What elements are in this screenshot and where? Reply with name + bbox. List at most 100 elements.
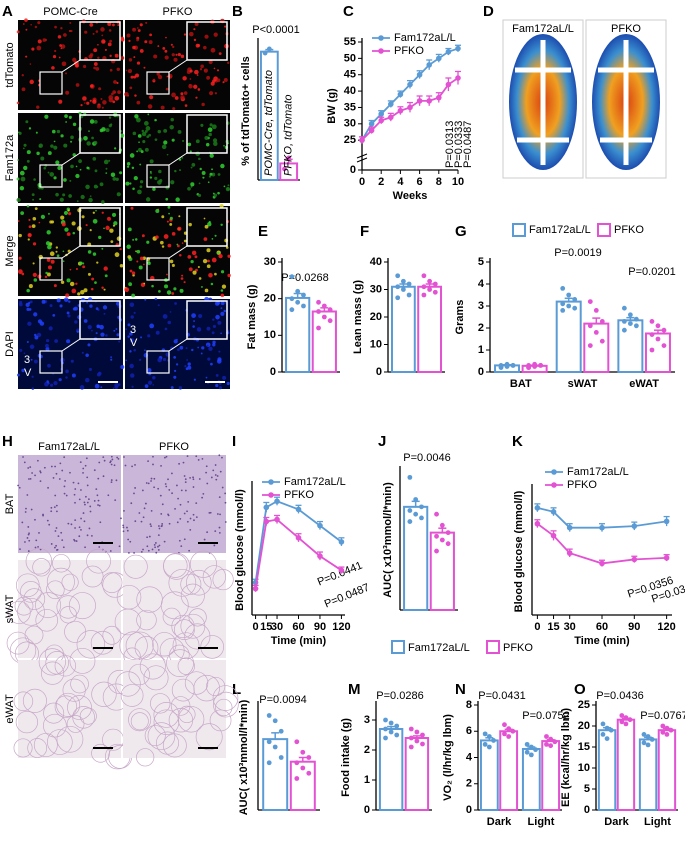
cell-dot (80, 104, 83, 107)
data-point (416, 98, 423, 104)
nucleus (159, 494, 162, 497)
data-point (534, 520, 541, 527)
cell-dot (188, 222, 192, 227)
cell-dot (105, 167, 108, 170)
nucleus (63, 456, 66, 459)
cell-dot (101, 200, 105, 204)
cell-dot (178, 386, 183, 390)
nucleus (48, 523, 51, 526)
cell-dot (56, 254, 60, 258)
adipocyte (162, 607, 181, 626)
cell-dot (162, 314, 168, 319)
cell-dot (59, 304, 63, 308)
cell-dot (173, 57, 178, 62)
y-tick-label: 3 (364, 714, 370, 726)
cell-dot (209, 91, 214, 96)
nucleus (189, 528, 192, 531)
nucleus (176, 484, 178, 487)
nucleus (28, 478, 30, 480)
bar (616, 718, 636, 812)
cell-dot (212, 324, 216, 328)
y-tick-label: 0 (584, 804, 590, 816)
cell-dot (223, 144, 225, 147)
data-point (533, 747, 538, 753)
cell-dot (62, 250, 65, 253)
legend-marker (551, 469, 557, 475)
y-tick-label: 20 (264, 293, 276, 305)
data-point (397, 107, 404, 114)
cell-dot (100, 98, 103, 100)
cell-dot (83, 288, 88, 293)
nucleus (149, 523, 152, 526)
cell-dot (216, 69, 220, 72)
adipocyte (123, 554, 148, 579)
cell-dot (157, 357, 162, 363)
data-point (663, 555, 670, 561)
cell-dot (131, 166, 135, 170)
image-label: Fam172aL/L (512, 23, 574, 35)
adipocyte (67, 695, 92, 720)
nucleus (129, 540, 132, 543)
cell-dot (64, 114, 68, 118)
nucleus (38, 532, 40, 534)
x-tick-label: 0 (534, 621, 540, 633)
data-point (413, 511, 419, 517)
nucleus (134, 520, 137, 523)
cell-dot (207, 181, 210, 184)
cell-dot (157, 45, 160, 48)
cell-dot (208, 272, 213, 278)
adipocyte (166, 649, 194, 678)
nucleus (24, 511, 27, 513)
data-point (623, 715, 629, 720)
nucleus (36, 459, 39, 462)
data-point (631, 523, 638, 529)
p-value: P=0.0487 (323, 582, 371, 611)
cell-dot (89, 53, 94, 57)
cell-dot (167, 243, 172, 248)
data-point (623, 721, 629, 727)
adipocyte (91, 681, 117, 707)
cell-dot (55, 192, 59, 197)
y-axis-label: Blood glucose (mmol/l) (234, 489, 246, 611)
data-point (426, 98, 433, 104)
cell-dot (126, 33, 131, 38)
cell-dot (166, 273, 168, 276)
nucleus (188, 549, 191, 552)
data-point (317, 553, 323, 559)
cell-dot (84, 30, 88, 34)
cell-dot (129, 182, 132, 185)
y-tick-label: 2 (478, 322, 484, 334)
skeleton (515, 40, 571, 165)
roi-link (61, 59, 81, 73)
cell-dot (152, 376, 155, 379)
adipocyte (215, 698, 233, 717)
cell-dot (72, 307, 77, 311)
adipocyte (54, 695, 78, 718)
cell-dot (133, 175, 138, 181)
cell-dot (52, 313, 56, 317)
cell-dot (197, 88, 201, 91)
y-tick-label: 15 (578, 741, 590, 753)
cell-dot (89, 99, 92, 102)
data-point (263, 518, 270, 525)
cell-dot (193, 84, 198, 89)
y-tick-label: 30 (344, 118, 356, 130)
cell-dot (49, 383, 54, 387)
cell-dot (222, 81, 225, 84)
cell-dot (144, 147, 149, 152)
cell-dot (16, 197, 21, 203)
cell-dot (116, 333, 120, 337)
cell-dot (188, 83, 191, 87)
adipocyte (68, 592, 96, 620)
cell-dot (180, 54, 185, 59)
cell-dot (223, 185, 226, 188)
legend-swatch (512, 223, 526, 237)
data-point (408, 735, 414, 741)
data-point (266, 760, 272, 766)
data-point (550, 532, 557, 539)
data-point (316, 299, 321, 305)
cell-dot (19, 186, 25, 191)
cell-dot (136, 27, 139, 29)
cell-dot (94, 281, 97, 284)
nucleus (103, 459, 106, 462)
